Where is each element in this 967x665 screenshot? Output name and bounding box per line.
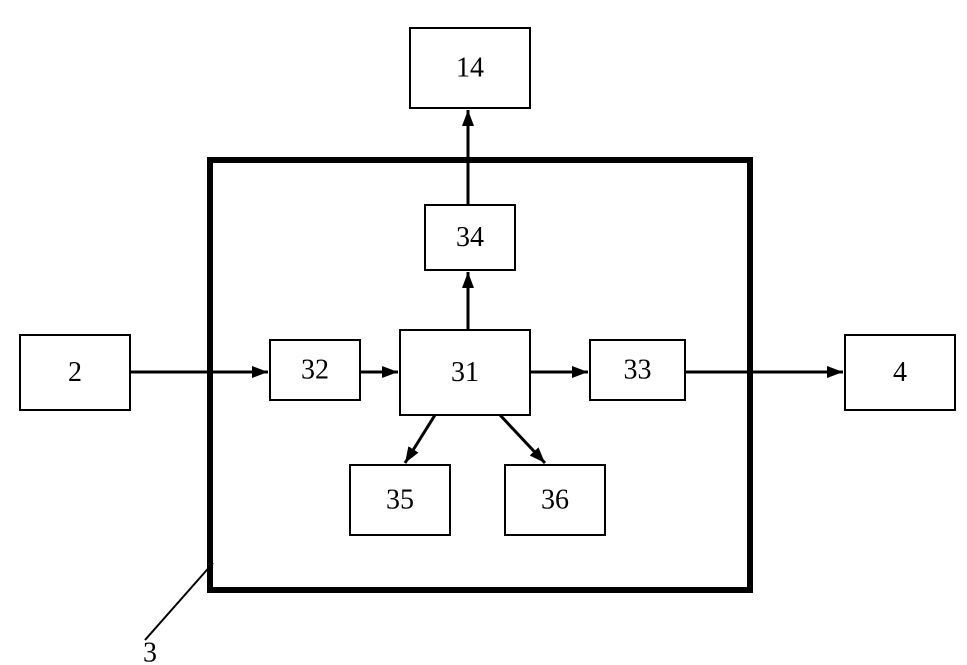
node-n34: 34 (425, 205, 515, 270)
edge-n31-n35 (405, 415, 435, 463)
node-n35: 35 (350, 465, 450, 535)
container-leader (145, 563, 213, 640)
node-n4: 4 (845, 335, 955, 410)
node-n36: 36 (505, 465, 605, 535)
node-n32-label: 32 (301, 354, 329, 385)
node-n36-label: 36 (541, 484, 569, 515)
node-n33-label: 33 (624, 354, 652, 385)
node-n14: 14 (410, 28, 530, 108)
node-n33: 33 (590, 340, 685, 400)
node-n2: 2 (20, 335, 130, 410)
node-n32: 32 (270, 340, 360, 400)
node-n31: 31 (400, 330, 530, 415)
edge-n31-n36 (500, 415, 545, 463)
node-n4-label: 4 (893, 357, 907, 388)
node-n14-label: 14 (456, 52, 484, 83)
node-n2-label: 2 (68, 357, 82, 388)
diagram-canvas: 14 34 31 32 33 35 36 2 4 3 (0, 0, 967, 665)
node-n31-label: 31 (451, 357, 479, 388)
container-label: 3 (143, 637, 157, 665)
node-n35-label: 35 (386, 484, 414, 515)
node-n34-label: 34 (456, 222, 484, 253)
